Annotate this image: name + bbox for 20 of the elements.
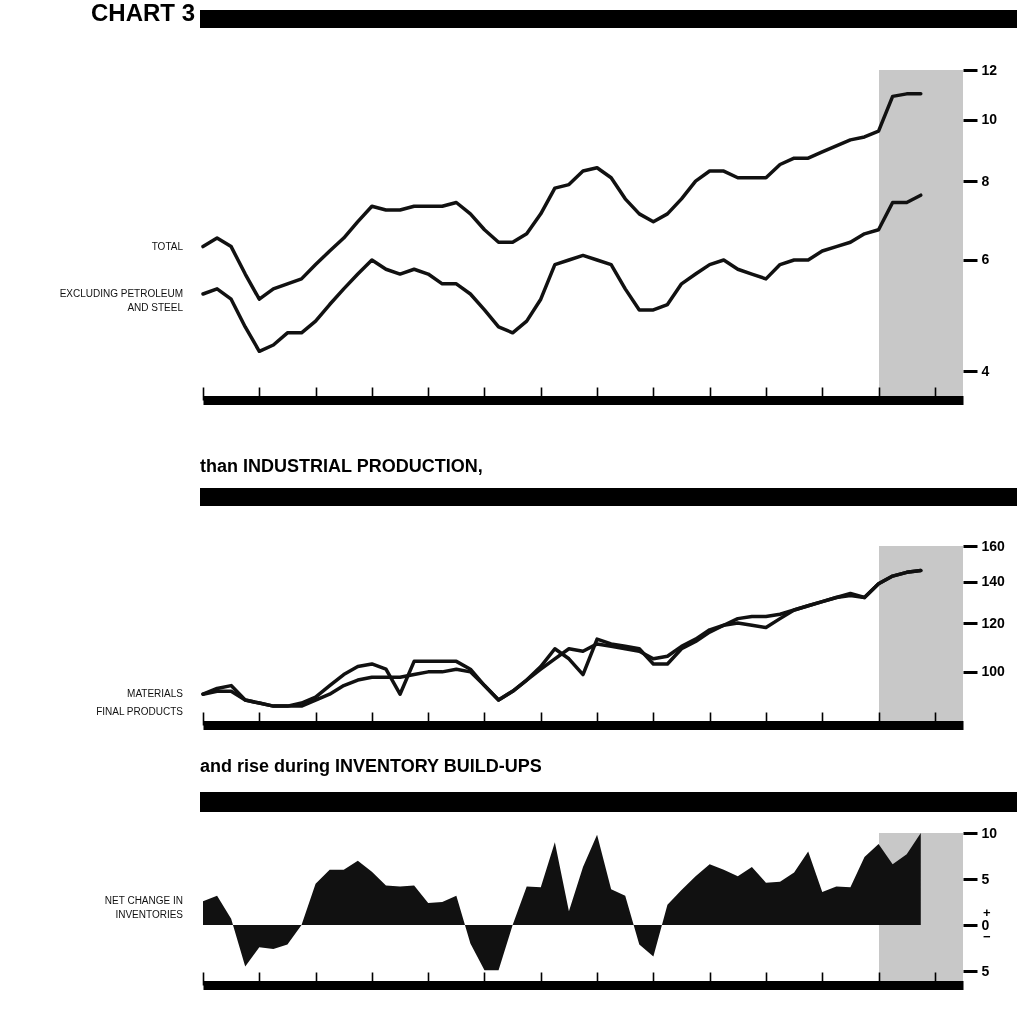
y-tick-label: 5 — [981, 962, 990, 979]
y-tick-label: 5 — [981, 870, 990, 887]
y-tick-label: 160 — [981, 537, 1006, 554]
chart-title: than INDUSTRIAL PRODUCTION, — [200, 456, 483, 476]
y-tick-label: 10 — [981, 824, 998, 841]
y-tick-label: 12 — [981, 61, 998, 78]
chart-title: CHART 3 — [91, 0, 196, 26]
y-tick-label: 140 — [981, 573, 1006, 590]
text: FINAL PRODUCTS — [96, 706, 184, 718]
chart-title: and rise during INVENTORY BUILD-UPS — [200, 756, 542, 776]
text: TOTAL — [151, 240, 184, 252]
y-tick-label: 120 — [981, 614, 1006, 631]
text: MATERIALS — [127, 688, 184, 700]
text: EXCLUDING PETROLEUM AND STEEL — [59, 287, 184, 313]
y-tick-label: 8 — [981, 172, 990, 189]
y-tick-label: 4 — [981, 362, 990, 379]
y-tick-label: 6 — [981, 251, 990, 268]
y-tick-label: 100 — [981, 663, 1006, 680]
y-tick-label: 10 — [981, 111, 998, 128]
series-label: NET CHANGE IN INVENTORIES — [104, 895, 184, 921]
